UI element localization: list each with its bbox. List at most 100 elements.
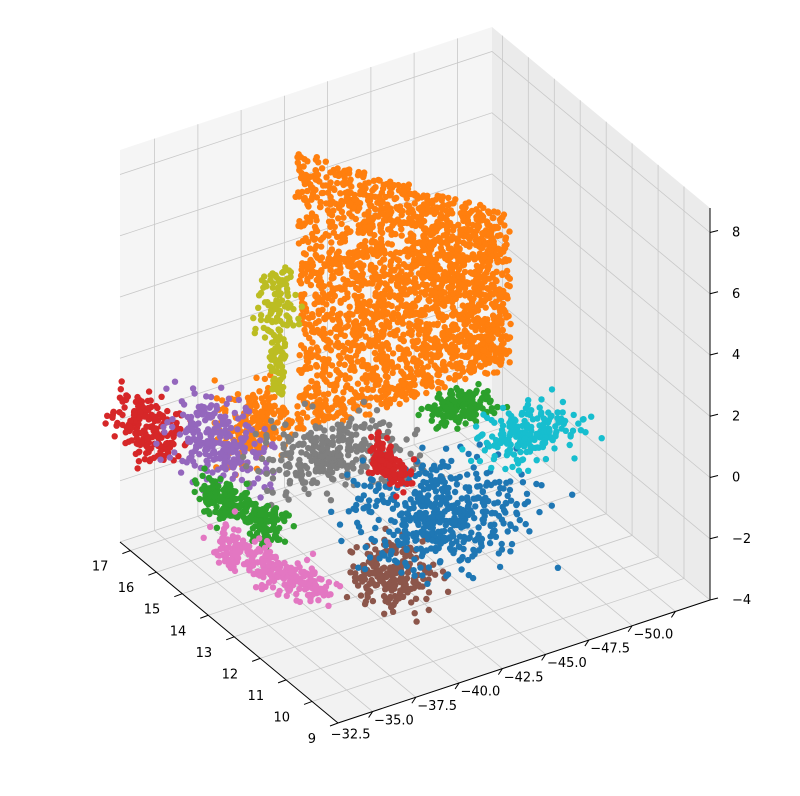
data-point: [356, 260, 363, 267]
data-point: [260, 527, 268, 535]
data-point: [480, 347, 488, 354]
data-point: [424, 192, 431, 199]
data-point: [304, 158, 311, 165]
data-point: [429, 200, 436, 208]
data-point: [369, 476, 376, 484]
data-point: [213, 395, 220, 402]
data-point: [318, 445, 326, 452]
data-point: [397, 345, 405, 353]
data-point: [348, 463, 355, 470]
data-point: [465, 450, 472, 458]
data-point: [297, 367, 304, 374]
data-point: [411, 610, 418, 617]
data-point: [144, 444, 151, 451]
data-point: [279, 451, 287, 459]
data-point: [358, 313, 365, 320]
data-point: [425, 589, 433, 596]
data-point: [383, 379, 390, 386]
data-point: [269, 489, 276, 496]
data-point: [479, 340, 486, 347]
data-point: [434, 192, 441, 199]
data-point: [420, 478, 427, 486]
data-point: [504, 281, 511, 289]
data-point: [382, 271, 389, 278]
data-point: [366, 298, 373, 305]
data-point: [423, 547, 430, 554]
data-point: [255, 304, 262, 311]
data-point: [368, 320, 375, 327]
data-point: [211, 377, 218, 384]
data-point: [407, 468, 415, 475]
data-point: [351, 574, 359, 581]
data-point: [490, 291, 497, 298]
data-point: [410, 262, 417, 269]
data-point: [498, 341, 506, 348]
data-point: [377, 347, 385, 354]
data-point: [379, 496, 386, 504]
data-point: [426, 298, 433, 305]
data-point: [341, 167, 348, 174]
data-point: [506, 359, 513, 366]
data-point: [486, 275, 493, 282]
data-point: [361, 600, 369, 608]
data-point: [367, 394, 375, 401]
y-tickmark: [148, 571, 157, 576]
data-point: [303, 414, 311, 421]
data-point: [486, 331, 493, 338]
data-point: [212, 419, 219, 427]
data-point: [126, 423, 133, 430]
data-point: [418, 552, 426, 560]
data-point: [372, 524, 379, 532]
data-point: [195, 403, 202, 411]
data-point: [388, 359, 395, 366]
data-point: [304, 187, 311, 195]
data-point: [222, 464, 229, 472]
z-tickmark: [709, 352, 719, 356]
data-point: [499, 300, 507, 308]
data-point: [302, 321, 309, 328]
data-point: [345, 262, 352, 270]
data-point: [463, 279, 470, 286]
data-point: [476, 441, 483, 448]
data-point: [171, 449, 178, 456]
data-point: [458, 566, 465, 573]
data-point: [363, 308, 371, 315]
data-point: [341, 361, 348, 368]
data-point: [460, 538, 467, 546]
data-point: [315, 298, 322, 305]
data-point: [338, 422, 345, 429]
data-point: [447, 526, 454, 534]
data-point: [277, 290, 284, 297]
data-point: [445, 194, 452, 202]
data-point: [437, 290, 444, 297]
data-point: [314, 372, 321, 379]
data-point: [364, 386, 371, 393]
data-point: [271, 402, 278, 410]
data-point: [490, 241, 497, 249]
data-point: [471, 323, 478, 330]
data-point: [462, 420, 469, 427]
data-point: [398, 268, 405, 275]
data-point: [468, 336, 475, 343]
data-point: [343, 180, 350, 187]
data-point: [368, 246, 375, 253]
data-point: [425, 485, 432, 492]
data-point: [231, 508, 239, 515]
data-point: [265, 541, 273, 548]
data-point: [319, 465, 327, 472]
data-point: [411, 240, 419, 247]
data-point: [325, 455, 333, 462]
data-point: [533, 480, 540, 488]
data-point: [373, 407, 381, 414]
data-point: [506, 334, 514, 341]
data-point: [375, 484, 382, 492]
data-point: [504, 295, 511, 302]
data-point: [317, 203, 324, 211]
data-point: [204, 440, 212, 447]
data-point: [342, 189, 349, 196]
data-point: [243, 498, 250, 506]
data-point: [413, 369, 421, 376]
data-point: [444, 413, 451, 420]
data-point: [297, 223, 305, 230]
